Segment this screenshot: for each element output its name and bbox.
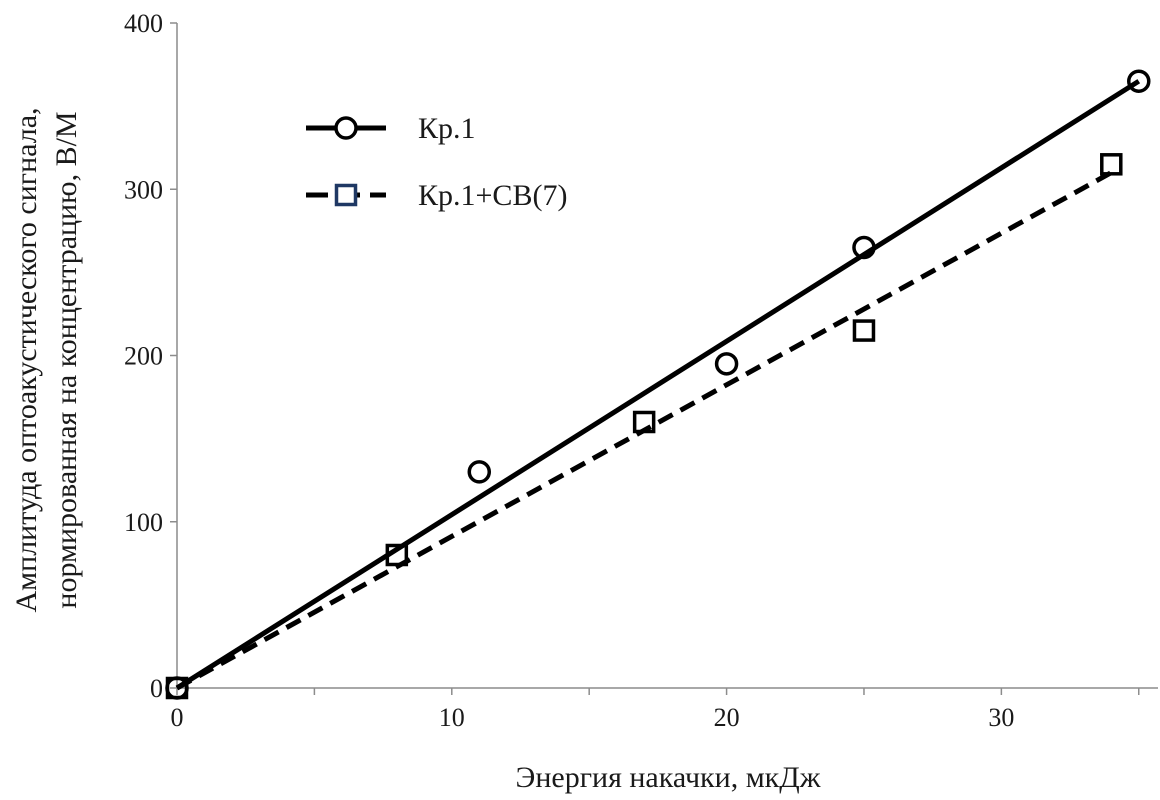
series-1-point <box>1127 69 1151 93</box>
legend-label-2: Кр.1+СВ(7) <box>418 179 567 212</box>
series-2-point <box>165 676 189 700</box>
y-axis-label-line: нормированная на концентрацию, В/М <box>50 111 83 608</box>
legend-label-1: Кр.1 <box>418 112 476 145</box>
legend: Кр.1 Кр.1+СВ(7) <box>306 112 567 212</box>
series-2-point <box>1100 153 1123 176</box>
series-2-point <box>852 319 876 342</box>
series-1-point <box>467 460 492 484</box>
trend-lines <box>175 79 1141 691</box>
x-tick-label: 0 <box>171 703 184 732</box>
y-tick-label: 0 <box>150 674 163 703</box>
y-tick-label: 200 <box>124 342 163 371</box>
y-axis-label-line: Амплитуда оптоакустического сигнала, <box>10 107 43 612</box>
y-axis-label: Амплитуда оптоакустического сигнала, норм… <box>10 107 83 612</box>
series-1-trend-line <box>175 79 1141 691</box>
x-axis-label: Энергия накачки, мкДж <box>516 761 821 794</box>
y-tick-label: 100 <box>124 508 163 537</box>
data-markers <box>165 69 1151 700</box>
legend-marker-square <box>334 183 358 207</box>
x-tick-label: 20 <box>714 703 740 732</box>
x-tick-label: 10 <box>439 703 465 732</box>
y-tick-label: 300 <box>124 175 163 204</box>
axis-labels: Энергия накачки, мкДж Амплитуда оптоакуст… <box>10 107 821 794</box>
series-1-point <box>714 352 739 376</box>
series-2-point <box>385 543 409 567</box>
series-2-point <box>632 410 656 434</box>
axes: 0 100 200 300 400 0 10 20 30 <box>124 9 1158 732</box>
y-tick-label: 400 <box>124 9 163 38</box>
legend-marker-circle <box>334 116 358 140</box>
series-1-point <box>852 235 876 260</box>
x-tick-label: 30 <box>988 703 1014 732</box>
